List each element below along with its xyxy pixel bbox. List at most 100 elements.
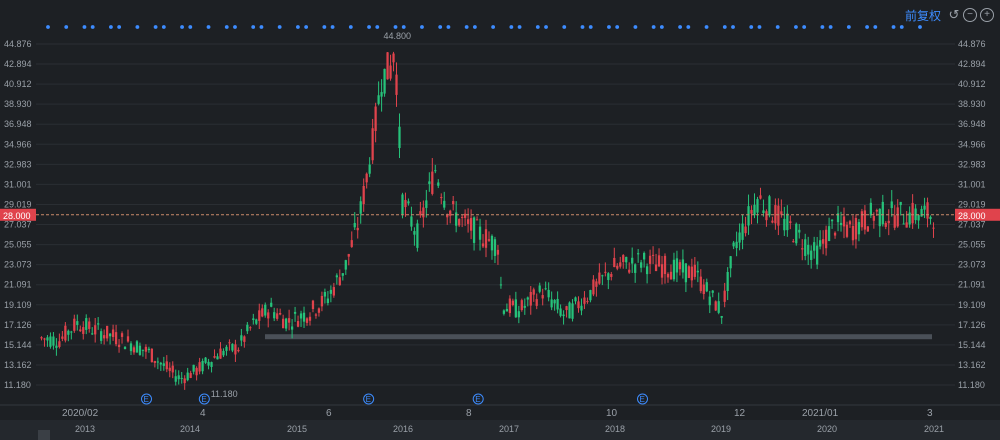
candle-body[interactable]: [120, 333, 124, 337]
event-dot[interactable]: [375, 25, 380, 29]
candle-body[interactable]: [293, 311, 297, 314]
candle-body[interactable]: [490, 235, 494, 251]
candle-body[interactable]: [783, 218, 786, 231]
candle-body[interactable]: [126, 336, 130, 342]
candle-body[interactable]: [526, 297, 529, 300]
candle-body[interactable]: [279, 313, 282, 315]
candle-body[interactable]: [520, 300, 523, 311]
candle-body[interactable]: [180, 377, 183, 379]
candle-body[interactable]: [168, 367, 171, 371]
candle-body[interactable]: [264, 304, 267, 316]
event-dot[interactable]: [794, 25, 798, 29]
candle-body[interactable]: [732, 242, 735, 247]
candle-body[interactable]: [789, 221, 792, 224]
candle-body[interactable]: [97, 323, 100, 325]
candle-body[interactable]: [824, 229, 828, 249]
candle-body[interactable]: [249, 327, 252, 329]
candle-body[interactable]: [261, 308, 264, 317]
candle-body[interactable]: [481, 243, 485, 247]
event-dot[interactable]: [686, 25, 691, 29]
candle-body[interactable]: [329, 289, 333, 294]
event-dot[interactable]: [580, 25, 585, 29]
candle-body[interactable]: [52, 336, 55, 346]
candle-body[interactable]: [150, 348, 154, 363]
event-dot[interactable]: [749, 25, 754, 29]
candle-body[interactable]: [332, 287, 335, 296]
event-dot[interactable]: [367, 25, 371, 29]
candle-body[interactable]: [747, 206, 750, 226]
candle-body[interactable]: [225, 346, 228, 351]
candle-body[interactable]: [401, 194, 404, 215]
candle-body[interactable]: [135, 341, 139, 353]
candle-body[interactable]: [529, 292, 532, 306]
candle-body[interactable]: [314, 314, 318, 316]
event-dot[interactable]: [464, 25, 469, 29]
candle-body[interactable]: [744, 226, 747, 234]
candle-body[interactable]: [496, 249, 500, 255]
candle-body[interactable]: [341, 273, 344, 276]
event-dot[interactable]: [224, 25, 229, 29]
candle-body[interactable]: [359, 201, 362, 214]
candle-body[interactable]: [756, 199, 759, 213]
candle-body[interactable]: [320, 295, 324, 307]
candle-body[interactable]: [213, 356, 216, 358]
candle-body[interactable]: [40, 337, 43, 339]
candle-body[interactable]: [550, 299, 553, 308]
candle-body[interactable]: [866, 226, 870, 232]
event-dot[interactable]: [802, 25, 807, 29]
candle-body[interactable]: [517, 311, 520, 318]
candle-body[interactable]: [82, 327, 85, 334]
candle-body[interactable]: [601, 275, 604, 277]
candle-body[interactable]: [302, 312, 306, 322]
earnings-event-marker[interactable]: [363, 393, 375, 405]
zoom-in-icon[interactable]: +: [980, 8, 994, 22]
candle-body[interactable]: [67, 330, 70, 335]
candle-body[interactable]: [392, 53, 395, 63]
candle-body[interactable]: [538, 285, 541, 292]
candle-body[interactable]: [705, 282, 708, 292]
event-dot[interactable]: [704, 25, 709, 29]
event-dot[interactable]: [775, 25, 780, 29]
candle-body[interactable]: [377, 95, 380, 104]
candle-body[interactable]: [586, 301, 589, 303]
candle-body[interactable]: [896, 207, 899, 227]
candle-body[interactable]: [699, 276, 702, 292]
candle-body[interactable]: [171, 365, 174, 373]
candle-body[interactable]: [857, 222, 861, 235]
candle-body[interactable]: [186, 372, 189, 381]
candle-body[interactable]: [801, 248, 804, 250]
event-dot[interactable]: [233, 25, 237, 29]
candle-body[interactable]: [252, 318, 255, 320]
candle-body[interactable]: [511, 300, 514, 306]
candle-body[interactable]: [848, 221, 852, 225]
candle-body[interactable]: [657, 255, 661, 267]
candle-body[interactable]: [419, 211, 422, 216]
candle-body[interactable]: [720, 316, 723, 318]
event-dot[interactable]: [82, 25, 87, 29]
candle-body[interactable]: [91, 333, 94, 335]
event-dot[interactable]: [517, 25, 522, 29]
candle-body[interactable]: [642, 252, 646, 260]
event-dot[interactable]: [401, 25, 406, 29]
candle-body[interactable]: [648, 255, 652, 264]
candle-body[interactable]: [437, 182, 440, 186]
candle-body[interactable]: [553, 299, 556, 304]
candle-body[interactable]: [813, 242, 816, 251]
overview-scroll-handle[interactable]: [38, 430, 50, 440]
reset-icon[interactable]: ↺: [948, 7, 960, 22]
candle-body[interactable]: [395, 74, 398, 95]
candle-body[interactable]: [640, 262, 643, 268]
candle-body[interactable]: [371, 128, 374, 161]
candle-body[interactable]: [58, 341, 61, 347]
candle-body[interactable]: [598, 272, 601, 284]
candle-body[interactable]: [452, 201, 455, 205]
earnings-event-marker[interactable]: [141, 393, 153, 405]
candle-body[interactable]: [73, 318, 76, 331]
candle-body[interactable]: [231, 343, 234, 351]
candle-body[interactable]: [425, 200, 428, 208]
candle-body[interactable]: [804, 239, 807, 256]
candle-body[interactable]: [833, 232, 837, 236]
candle-body[interactable]: [881, 201, 884, 225]
candle-body[interactable]: [398, 126, 401, 149]
event-dot[interactable]: [659, 25, 664, 29]
